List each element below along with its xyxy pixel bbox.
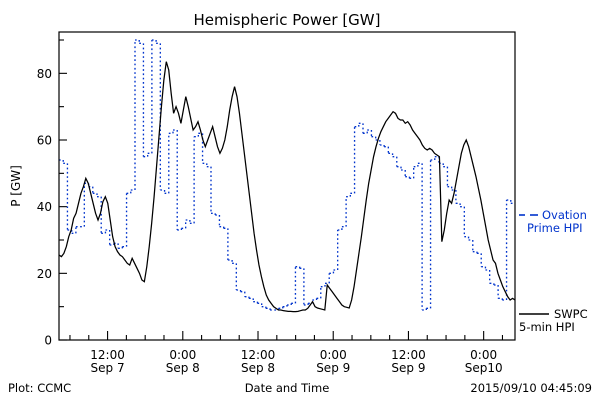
series-line-swpc-5min-hpi (59, 61, 515, 313)
y-axis-ticks: 0 20 40 60 80 (37, 39, 67, 348)
legend-ovation-label-line2: Prime HPI (527, 221, 583, 235)
x-tick-date-label: Sep 8 (166, 361, 200, 375)
x-tick-time-label: 12:00 (90, 348, 125, 362)
y-axis-title: P [GW] (9, 165, 23, 207)
legend-swpc-label-line1: SWPC (554, 307, 588, 321)
y-tick-label: 60 (37, 134, 52, 148)
legend-item-ovation-prime-hpi: Ovation Prime HPI (519, 208, 587, 235)
x-axis-title: Date and Time (245, 381, 330, 395)
plot-timestamp: 2015/09/10 04:45:09 (470, 381, 592, 395)
legend-item-swpc-5min-hpi: SWPC 5-min HPI (519, 307, 588, 334)
chart-title: Hemispheric Power [GW] (194, 11, 381, 29)
y-tick-label: 0 (44, 334, 52, 348)
x-tick-time-label: 0:00 (169, 348, 196, 362)
x-tick-date-label: Sep10 (465, 361, 503, 375)
x-tick-date-label: Sep 8 (241, 361, 275, 375)
x-tick-time-label: 12:00 (241, 348, 276, 362)
y-tick-label: 20 (37, 267, 52, 281)
y-tick-label: 40 (37, 200, 52, 214)
x-tick-time-label: 0:00 (320, 348, 347, 362)
x-tick-time-label: 12:00 (391, 348, 426, 362)
series-layer (59, 39, 515, 313)
plot-frame (58, 31, 516, 341)
x-tick-date-label: Sep 7 (91, 361, 125, 375)
x-tick-time-label: 0:00 (470, 348, 497, 362)
plot-credit: Plot: CCMC (8, 381, 71, 395)
y-tick-label: 80 (37, 67, 52, 81)
series-line-ovation-prime-hpi (59, 39, 515, 311)
legend-swpc-label-line2: 5-min HPI (519, 320, 575, 334)
legend-ovation-label-line1: Ovation (542, 208, 587, 222)
x-tick-date-label: Sep 9 (316, 361, 350, 375)
x-tick-date-label: Sep 9 (391, 361, 425, 375)
